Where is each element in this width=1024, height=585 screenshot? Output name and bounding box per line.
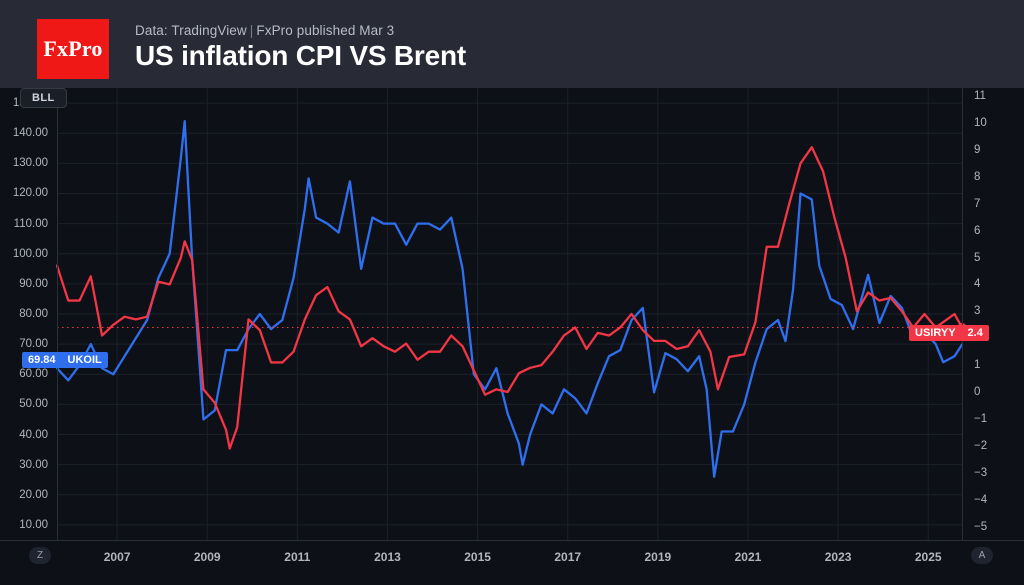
auto-scale-button[interactable]: A	[971, 547, 993, 564]
zoom-out-button[interactable]: Z	[29, 547, 51, 564]
left-axis-tick: 40.00	[19, 428, 48, 441]
symbol-badge[interactable]: BLL	[20, 88, 67, 108]
left-axis-tick: 70.00	[19, 338, 48, 351]
right-axis-rule	[962, 88, 963, 540]
series-line-usiryy	[55, 146, 964, 450]
right-axis-tick: −2	[974, 439, 988, 452]
time-axis-tick: 2007	[103, 550, 131, 564]
usirry-price-value: 2.4	[967, 327, 983, 339]
grid-lines	[57, 88, 962, 540]
right-axis-tick: 0	[974, 386, 981, 399]
left-axis-tick: 50.00	[19, 398, 48, 411]
left-axis-tick: 130.00	[12, 157, 48, 170]
right-axis-tick: −3	[974, 466, 988, 479]
right-axis-tick: 10	[974, 116, 987, 129]
time-axis-tick: 2025	[914, 550, 942, 564]
time-axis-tick: 2011	[284, 550, 311, 564]
right-axis-tick: −4	[974, 493, 988, 506]
left-axis-tick: 120.00	[12, 187, 48, 200]
series-lines	[55, 120, 967, 478]
time-axis-tick: 2009	[193, 550, 221, 564]
time-axis[interactable]: 2007 2009 2011 2013 2015 2017 2019 2021 2023 2025	[0, 540, 1024, 585]
right-axis-tick: 1	[974, 359, 981, 372]
left-axis[interactable]: 150.00140.00130.00120.00110.00100.0090.0…	[0, 88, 57, 540]
chart-canvas[interactable]	[0, 88, 1024, 585]
right-axis[interactable]: 11109876543210−1−2−3−4−5	[962, 88, 1024, 540]
right-axis-tick: 11	[974, 90, 986, 103]
time-axis-tick: 2015	[464, 550, 491, 564]
right-axis-tick: 4	[974, 278, 981, 291]
right-axis-tick: 7	[974, 197, 981, 210]
logo-text: FxPro	[43, 36, 103, 61]
page-title: US inflation CPI VS Brent	[135, 40, 467, 71]
right-axis-tick: 5	[974, 251, 981, 264]
left-axis-tick: 80.00	[19, 308, 48, 320]
bottom-axis-rule	[0, 540, 1024, 541]
source-separator: |	[249, 23, 254, 38]
time-axis-tick: 2021	[734, 550, 762, 564]
plot-region	[55, 88, 967, 540]
left-axis-tick: 10.00	[19, 518, 48, 531]
source-suffix: FxPro published Mar 3	[256, 23, 395, 38]
right-axis-tick: 3	[974, 305, 981, 318]
left-axis-tick: 90.00	[19, 277, 48, 290]
left-axis-tick: 60.00	[19, 368, 48, 381]
right-axis-tick: 6	[974, 224, 981, 237]
left-axis-tick: 110.00	[13, 217, 48, 230]
right-axis-tick: −5	[974, 520, 988, 533]
left-axis-tick: 20.00	[19, 488, 48, 501]
usirry-symbol-label: USIRYY	[915, 327, 956, 339]
right-axis-tick: −1	[974, 412, 988, 425]
page-header: FxPro Data: TradingView | FxPro published …	[0, 0, 1024, 88]
left-axis-tick: 140.00	[12, 127, 48, 140]
ukoil-price-badge[interactable]: 69.84 UKOIL	[22, 352, 108, 368]
series-line-ukoil	[55, 120, 964, 478]
fxpro-logo: FxPro	[37, 19, 109, 79]
time-axis-tick: 2017	[554, 550, 582, 564]
right-axis-tick: 9	[974, 143, 981, 156]
right-axis-tick: 8	[974, 170, 981, 183]
time-axis-tick: 2019	[644, 550, 672, 564]
source-line: Data: TradingView | FxPro published Mar 3	[135, 23, 394, 38]
ukoil-price-value: 69.84	[28, 354, 56, 366]
source-prefix: Data: TradingView	[135, 23, 247, 38]
usirry-price-badge[interactable]: USIRYY 2.4	[909, 325, 989, 341]
time-axis-tick: 2013	[374, 550, 401, 564]
time-axis-tick: 2023	[824, 550, 852, 564]
ukoil-symbol-label: UKOIL	[67, 354, 102, 366]
left-axis-tick: 30.00	[19, 458, 48, 471]
left-axis-rule	[57, 88, 58, 540]
left-axis-tick: 100.00	[12, 247, 48, 260]
